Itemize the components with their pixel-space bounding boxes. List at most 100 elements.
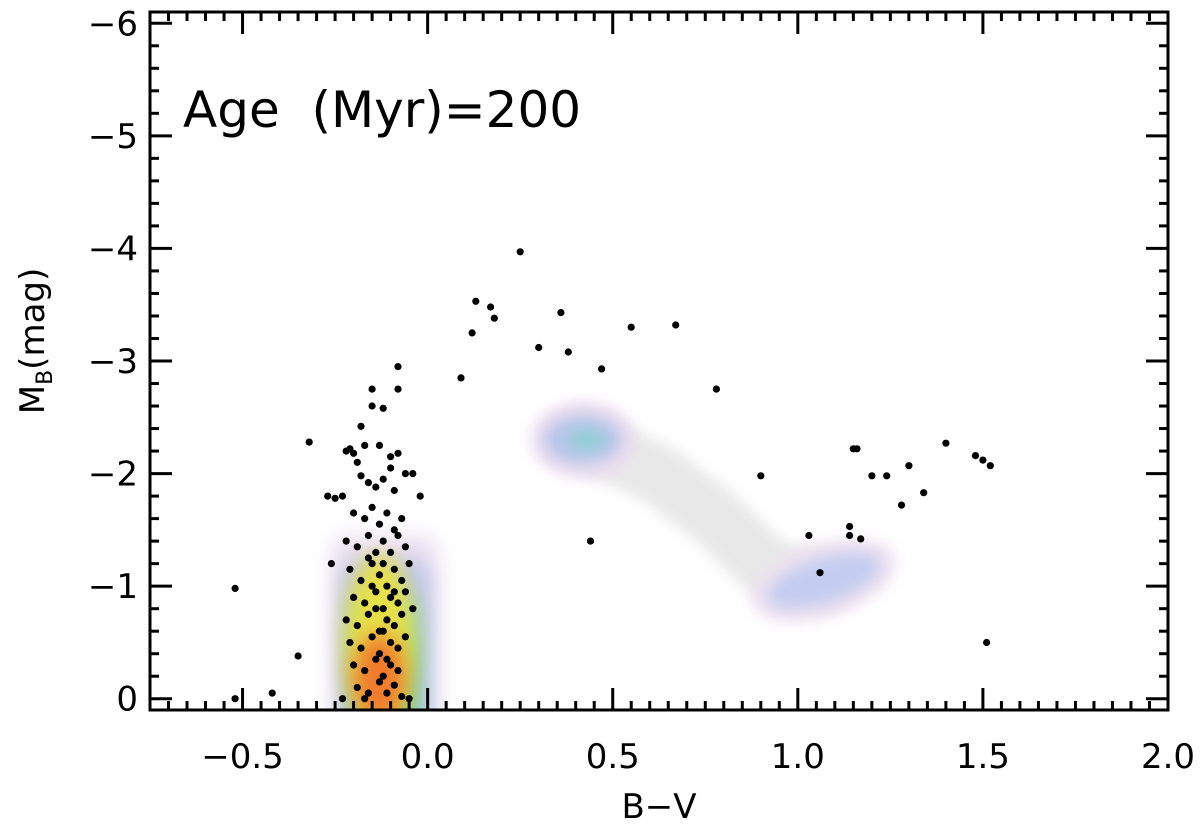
x-tick-label: 0.5: [586, 737, 640, 777]
data-point: [557, 309, 565, 317]
age-annotation: Age (Myr)=200: [183, 81, 581, 139]
data-point: [361, 599, 369, 607]
data-point: [390, 588, 398, 596]
data-point: [372, 588, 380, 596]
data-point: [350, 661, 358, 669]
density-blue-loop-lower: [768, 552, 880, 609]
y-tick-label: 0: [116, 680, 138, 720]
data-point: [231, 695, 239, 703]
y-axis-label: MB(mag): [13, 268, 58, 415]
data-point: [342, 616, 350, 624]
data-point: [401, 633, 409, 641]
data-point: [368, 560, 376, 568]
y-axis-label-main: M: [13, 385, 53, 414]
data-point: [857, 535, 865, 543]
data-point: [379, 404, 387, 412]
data-point: [361, 441, 369, 449]
data-point: [350, 449, 358, 457]
data-point: [375, 571, 384, 579]
data-point: [401, 543, 409, 551]
data-point: [805, 531, 813, 540]
data-point: [905, 462, 913, 470]
data-point: [398, 610, 406, 618]
data-point: [409, 470, 417, 478]
data-point: [368, 402, 376, 410]
data-point: [379, 605, 387, 613]
y-tick-label: −2: [88, 455, 138, 495]
data-point: [535, 343, 543, 352]
x-tick-label: −0.5: [201, 737, 284, 777]
data-point: [364, 531, 372, 540]
data-point: [375, 650, 384, 658]
data-point: [368, 503, 376, 511]
data-point: [394, 449, 402, 457]
data-point: [398, 576, 406, 585]
data-point: [986, 462, 994, 470]
data-point: [364, 479, 372, 487]
data-point: [338, 492, 347, 500]
data-point: [394, 667, 402, 675]
y-axis-label-subscript: B: [33, 370, 58, 385]
data-point: [598, 365, 606, 373]
data-point: [372, 655, 380, 663]
data-point: [853, 445, 861, 453]
data-point: [375, 441, 384, 449]
x-tick-label: 1.5: [956, 737, 1010, 777]
data-point: [394, 385, 402, 393]
data-point: [971, 452, 980, 460]
data-point: [368, 582, 376, 590]
density-layer: [331, 401, 896, 710]
data-point: [516, 248, 524, 256]
data-point: [487, 303, 495, 311]
x-tick-label: 1.0: [771, 737, 825, 777]
data-point: [979, 456, 987, 464]
data-point: [387, 464, 395, 472]
data-point: [327, 560, 335, 568]
data-point: [405, 560, 413, 568]
data-point: [394, 644, 402, 652]
data-point: [364, 610, 372, 618]
data-point: [338, 695, 347, 703]
data-point: [390, 565, 398, 573]
y-tick-label: −4: [88, 229, 138, 269]
data-point: [372, 605, 380, 613]
data-point: [390, 681, 398, 689]
data-points: [231, 248, 994, 703]
y-tick-label: −6: [88, 4, 138, 44]
data-point: [364, 554, 372, 562]
data-point: [398, 692, 406, 701]
data-point: [387, 661, 395, 669]
data-point: [346, 638, 354, 647]
y-axis-label-unit: (mag): [13, 268, 53, 370]
data-point: [390, 622, 398, 630]
data-point: [379, 672, 387, 680]
data-point: [231, 584, 239, 593]
data-point: [305, 438, 313, 446]
data-point: [564, 348, 572, 356]
data-point: [372, 548, 380, 557]
data-point: [383, 655, 391, 663]
data-point: [757, 472, 765, 480]
data-point: [379, 560, 387, 568]
data-point: [353, 458, 361, 466]
data-point: [357, 472, 365, 480]
x-tick-label: 2.0: [1141, 737, 1195, 777]
data-point: [383, 509, 391, 517]
data-point: [350, 509, 358, 517]
axis-ticks: [148, 12, 1170, 710]
data-point: [372, 483, 380, 491]
data-point: [387, 638, 395, 647]
data-point: [868, 472, 876, 480]
data-point: [457, 374, 465, 382]
data-point: [379, 627, 387, 635]
data-point: [405, 695, 413, 703]
data-point: [368, 633, 376, 641]
data-point: [883, 472, 891, 480]
data-point: [353, 683, 361, 692]
data-point: [490, 314, 498, 322]
data-point: [472, 297, 480, 305]
data-point: [387, 593, 395, 602]
data-point: [586, 537, 595, 545]
data-point: [331, 494, 339, 502]
